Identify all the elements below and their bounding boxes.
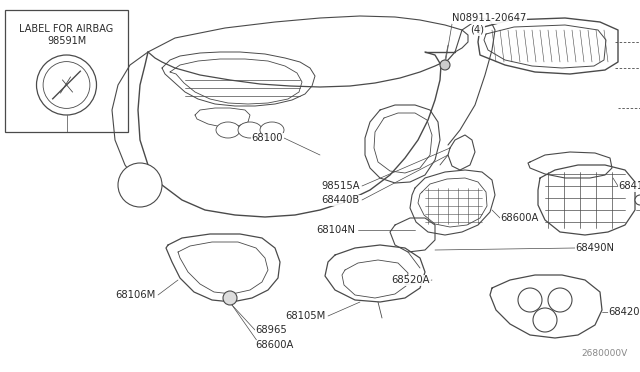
Ellipse shape <box>260 122 284 138</box>
Ellipse shape <box>216 122 240 138</box>
Circle shape <box>440 60 450 70</box>
Text: 68600A: 68600A <box>255 340 293 350</box>
Text: 68104N: 68104N <box>316 225 355 235</box>
Text: 68600A: 68600A <box>500 213 538 223</box>
Text: 68965: 68965 <box>255 325 287 335</box>
Text: 68440B: 68440B <box>322 195 360 205</box>
Text: N08911-20647: N08911-20647 <box>452 13 526 23</box>
Text: 68412M: 68412M <box>618 181 640 191</box>
Text: 68105M: 68105M <box>285 311 325 321</box>
Text: 98591M: 98591M <box>47 36 86 46</box>
Circle shape <box>533 308 557 332</box>
Circle shape <box>118 163 162 207</box>
Circle shape <box>36 55 97 115</box>
Text: 68100: 68100 <box>252 133 283 143</box>
Circle shape <box>518 288 542 312</box>
Text: 2680000V: 2680000V <box>582 349 628 358</box>
Ellipse shape <box>238 122 262 138</box>
Text: 68490N: 68490N <box>575 243 614 253</box>
Bar <box>5 10 128 132</box>
Text: 68106M: 68106M <box>115 290 155 300</box>
Text: (4): (4) <box>470 25 484 35</box>
Circle shape <box>548 288 572 312</box>
Text: 98515A: 98515A <box>321 181 360 191</box>
Circle shape <box>635 195 640 205</box>
Circle shape <box>223 291 237 305</box>
Text: 68520A: 68520A <box>392 275 430 285</box>
Text: 68420: 68420 <box>608 307 639 317</box>
Text: LABEL FOR AIRBAG: LABEL FOR AIRBAG <box>19 24 114 34</box>
